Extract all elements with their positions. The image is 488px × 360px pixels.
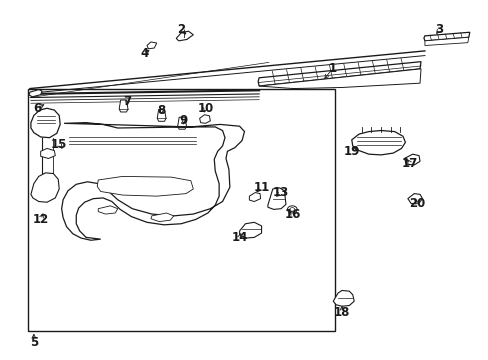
Polygon shape — [423, 32, 469, 41]
Text: 1: 1 — [327, 62, 336, 75]
Text: 11: 11 — [253, 181, 269, 194]
Bar — [27, 89, 334, 330]
Polygon shape — [31, 173, 59, 202]
Polygon shape — [424, 37, 468, 45]
Polygon shape — [98, 206, 118, 214]
Polygon shape — [31, 108, 60, 138]
Circle shape — [289, 208, 294, 211]
Polygon shape — [404, 154, 419, 165]
Text: 6: 6 — [33, 102, 41, 115]
Polygon shape — [407, 194, 422, 204]
Polygon shape — [119, 100, 128, 112]
Circle shape — [287, 206, 297, 213]
Polygon shape — [29, 90, 42, 97]
Text: 10: 10 — [197, 102, 213, 115]
Text: 9: 9 — [179, 114, 187, 127]
Text: 20: 20 — [408, 197, 425, 210]
Polygon shape — [151, 213, 173, 222]
Polygon shape — [239, 222, 261, 238]
Polygon shape — [147, 42, 157, 49]
Text: 19: 19 — [343, 145, 359, 158]
Polygon shape — [332, 291, 353, 306]
Polygon shape — [199, 115, 210, 123]
Polygon shape — [61, 123, 244, 240]
Text: 18: 18 — [333, 306, 349, 319]
Polygon shape — [97, 176, 193, 196]
Text: 14: 14 — [231, 231, 247, 244]
Polygon shape — [177, 117, 186, 129]
Text: 13: 13 — [272, 186, 288, 199]
Text: 7: 7 — [123, 95, 131, 108]
Text: 12: 12 — [33, 213, 49, 226]
Polygon shape — [267, 188, 285, 210]
Polygon shape — [351, 131, 405, 155]
Text: 3: 3 — [435, 23, 443, 36]
Polygon shape — [157, 109, 165, 121]
Text: 16: 16 — [285, 208, 301, 221]
Text: 15: 15 — [51, 138, 67, 150]
Polygon shape — [176, 31, 193, 41]
Polygon shape — [258, 62, 420, 86]
Polygon shape — [259, 69, 420, 89]
Polygon shape — [249, 193, 260, 202]
Polygon shape — [41, 148, 55, 158]
Text: 8: 8 — [157, 104, 165, 117]
Text: 2: 2 — [177, 23, 185, 36]
Text: 4: 4 — [140, 47, 148, 60]
Text: 17: 17 — [401, 157, 418, 170]
Text: 5: 5 — [30, 336, 38, 348]
